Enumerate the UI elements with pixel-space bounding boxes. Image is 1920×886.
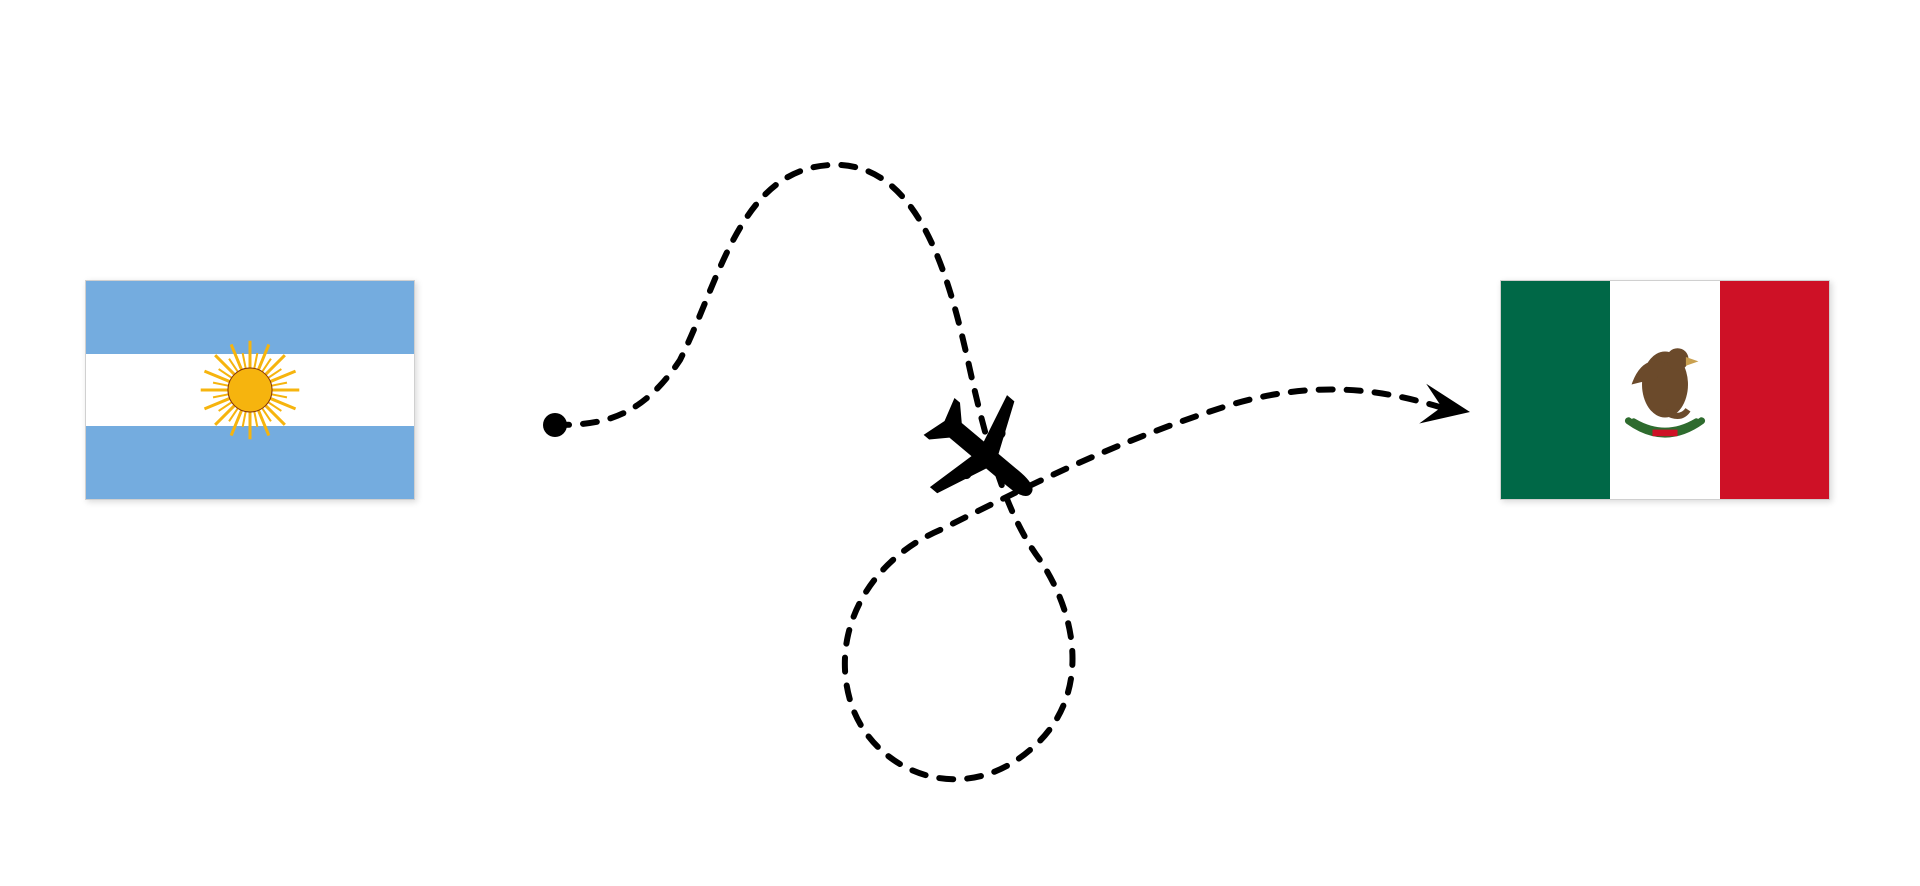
- flight-route: [0, 0, 1920, 886]
- route-arrow-icon: [1419, 384, 1473, 432]
- airplane-icon: [900, 370, 1069, 539]
